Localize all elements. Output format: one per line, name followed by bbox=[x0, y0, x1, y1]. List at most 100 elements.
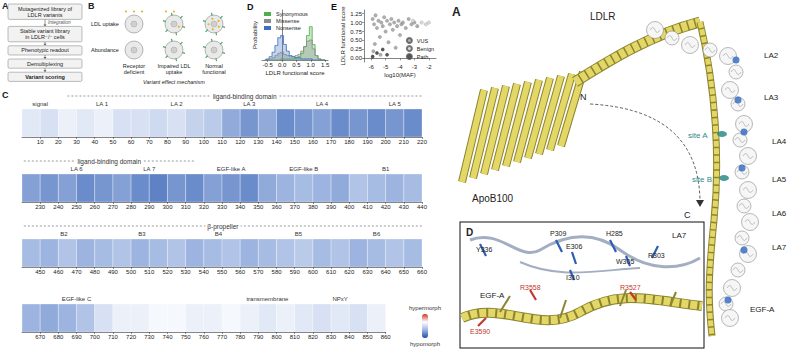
svg-text:EGF-A: EGF-A bbox=[480, 291, 505, 300]
svg-text:640: 640 bbox=[381, 269, 392, 275]
svg-text:140: 140 bbox=[272, 139, 283, 145]
svg-text:400: 400 bbox=[344, 204, 355, 210]
svg-text:800: 800 bbox=[272, 334, 283, 340]
svg-text:LDL uptake: LDL uptake bbox=[91, 21, 119, 27]
svg-text:VUS: VUS bbox=[417, 38, 429, 44]
svg-text:0.00: 0.00 bbox=[350, 55, 362, 61]
svg-text:480: 480 bbox=[90, 269, 101, 275]
svg-text:650: 650 bbox=[399, 269, 410, 275]
svg-text:B3: B3 bbox=[138, 231, 146, 237]
svg-text:600: 600 bbox=[308, 269, 319, 275]
svg-text:LDLR: LDLR bbox=[590, 11, 616, 22]
svg-text:440: 440 bbox=[417, 204, 428, 210]
svg-text:Variant effect mechanism: Variant effect mechanism bbox=[143, 79, 205, 85]
svg-text:380: 380 bbox=[308, 204, 319, 210]
svg-text:B2: B2 bbox=[60, 231, 68, 237]
svg-text:670: 670 bbox=[35, 334, 46, 340]
svg-text:Stable variant library: Stable variant library bbox=[20, 28, 70, 34]
svg-text:1.00: 1.00 bbox=[350, 20, 362, 26]
svg-text:C: C bbox=[2, 90, 9, 100]
svg-text:430: 430 bbox=[399, 204, 410, 210]
svg-text:0.25: 0.25 bbox=[350, 46, 362, 52]
svg-text:30: 30 bbox=[73, 139, 80, 145]
svg-text:LA 1: LA 1 bbox=[96, 101, 109, 107]
svg-text:410: 410 bbox=[362, 204, 373, 210]
svg-text:Missense: Missense bbox=[276, 18, 299, 24]
svg-text:840: 840 bbox=[344, 334, 355, 340]
svg-text:860: 860 bbox=[381, 334, 392, 340]
svg-text:170: 170 bbox=[326, 139, 337, 145]
svg-text:deficient: deficient bbox=[124, 69, 145, 75]
svg-text:0.50: 0.50 bbox=[350, 37, 362, 43]
svg-text:transmembrane: transmembrane bbox=[246, 296, 289, 302]
svg-text:NPxY: NPxY bbox=[333, 296, 348, 302]
svg-text:740: 740 bbox=[162, 334, 173, 340]
svg-text:LA 5: LA 5 bbox=[389, 101, 402, 107]
svg-text:in LDLR⁻/⁻ cells: in LDLR⁻/⁻ cells bbox=[25, 34, 65, 40]
svg-text:D: D bbox=[247, 2, 254, 12]
svg-text:510: 510 bbox=[144, 269, 155, 275]
svg-text:390: 390 bbox=[326, 204, 337, 210]
svg-text:520: 520 bbox=[162, 269, 173, 275]
svg-text:R303: R303 bbox=[648, 252, 665, 259]
svg-text:LA 6: LA 6 bbox=[71, 166, 84, 172]
svg-text:Benign: Benign bbox=[417, 46, 434, 52]
svg-text:Impaired LDL: Impaired LDL bbox=[157, 63, 190, 69]
svg-text:230: 230 bbox=[35, 204, 46, 210]
svg-text:770: 770 bbox=[217, 334, 228, 340]
svg-text:W305: W305 bbox=[616, 258, 634, 265]
svg-text:450: 450 bbox=[35, 269, 46, 275]
svg-text:290: 290 bbox=[144, 204, 155, 210]
svg-text:700: 700 bbox=[90, 334, 101, 340]
svg-text:560: 560 bbox=[235, 269, 246, 275]
svg-text:ligand-binding domain: ligand-binding domain bbox=[213, 93, 277, 101]
svg-text:Path: Path bbox=[417, 54, 428, 60]
svg-text:EGF-A: EGF-A bbox=[750, 305, 775, 314]
svg-text:Nonsense: Nonsense bbox=[276, 25, 301, 31]
svg-text:270: 270 bbox=[108, 204, 119, 210]
svg-text:Y336: Y336 bbox=[476, 246, 492, 253]
svg-text:320: 320 bbox=[199, 204, 210, 210]
svg-text:hypomorph: hypomorph bbox=[410, 341, 440, 347]
svg-text:ApoB100: ApoB100 bbox=[472, 193, 514, 204]
svg-text:340: 340 bbox=[235, 204, 246, 210]
svg-text:630: 630 bbox=[362, 269, 373, 275]
svg-text:functional: functional bbox=[202, 69, 226, 75]
svg-text:550: 550 bbox=[217, 269, 228, 275]
svg-text:280: 280 bbox=[126, 204, 137, 210]
svg-text:200: 200 bbox=[381, 139, 392, 145]
svg-text:500: 500 bbox=[126, 269, 137, 275]
svg-text:LA2: LA2 bbox=[764, 51, 779, 60]
svg-text:B: B bbox=[88, 1, 95, 11]
svg-text:Demultiplexing: Demultiplexing bbox=[27, 61, 63, 67]
svg-text:LDLR functional score: LDLR functional score bbox=[265, 70, 325, 76]
svg-text:-2: -2 bbox=[426, 64, 432, 70]
svg-text:620: 620 bbox=[344, 269, 355, 275]
svg-text:β-propeller: β-propeller bbox=[207, 223, 239, 231]
svg-text:260: 260 bbox=[90, 204, 101, 210]
svg-text:EGF-like C: EGF-like C bbox=[62, 296, 92, 302]
svg-text:Receptor: Receptor bbox=[123, 63, 145, 69]
svg-text:350: 350 bbox=[253, 204, 264, 210]
svg-text:150: 150 bbox=[290, 139, 301, 145]
svg-text:850: 850 bbox=[362, 334, 373, 340]
svg-text:LA7: LA7 bbox=[772, 243, 787, 252]
svg-text:780: 780 bbox=[235, 334, 246, 340]
svg-text:Normal: Normal bbox=[205, 63, 223, 69]
svg-text:370: 370 bbox=[290, 204, 301, 210]
svg-text:210: 210 bbox=[399, 139, 410, 145]
svg-text:D: D bbox=[466, 227, 473, 238]
svg-text:-5: -5 bbox=[383, 64, 389, 70]
svg-text:E3590: E3590 bbox=[470, 328, 490, 335]
svg-text:-0.5: -0.5 bbox=[263, 62, 274, 68]
svg-text:LA4: LA4 bbox=[772, 137, 787, 146]
svg-text:680: 680 bbox=[53, 334, 64, 340]
svg-text:100: 100 bbox=[199, 139, 210, 145]
svg-text:E306: E306 bbox=[566, 243, 582, 250]
svg-text:LA 4: LA 4 bbox=[316, 101, 329, 107]
svg-text:730: 730 bbox=[144, 334, 155, 340]
svg-text:-3: -3 bbox=[412, 64, 418, 70]
svg-text:580: 580 bbox=[272, 269, 283, 275]
svg-text:10: 10 bbox=[37, 139, 44, 145]
svg-text:LA 2: LA 2 bbox=[171, 101, 184, 107]
